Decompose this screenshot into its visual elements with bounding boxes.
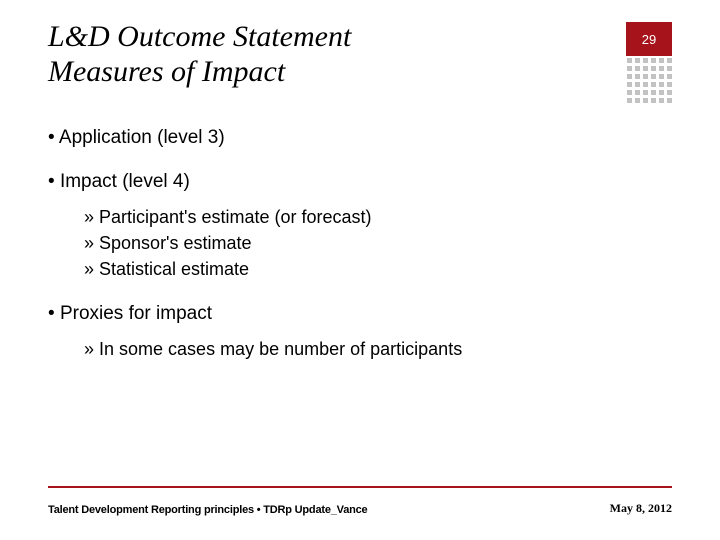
- bullet-level1: Proxies for impact: [48, 301, 672, 327]
- footer-divider: [48, 486, 672, 488]
- footer-left-text: Talent Development Reporting principles …: [48, 504, 367, 516]
- content-area: Application (level 3) Impact (level 4) P…: [48, 125, 672, 362]
- bullet-text: Impact (level 4): [60, 171, 190, 192]
- bullet-text: Application (level 3): [59, 127, 225, 148]
- sublist: In some cases may be number of participa…: [84, 336, 672, 362]
- footer: Talent Development Reporting principles …: [48, 501, 672, 516]
- page-number-badge: 29: [626, 22, 672, 56]
- bullet-level2: In some cases may be number of participa…: [84, 336, 672, 362]
- bullet-level1: Impact (level 4): [48, 169, 672, 195]
- bullet-level2: Sponsor's estimate: [84, 230, 672, 256]
- title-line-2: Measures of Impact: [48, 55, 626, 90]
- bullet-level1: Application (level 3): [48, 125, 672, 151]
- slide: L&D Outcome Statement Measures of Impact…: [0, 0, 720, 540]
- sublist: Participant's estimate (or forecast) Spo…: [84, 204, 672, 282]
- bullet-text: Participant's estimate (or forecast): [99, 207, 372, 227]
- decorative-dot-grid-icon: [627, 58, 672, 103]
- bullet-level2: Participant's estimate (or forecast): [84, 204, 672, 230]
- page-number: 29: [642, 32, 656, 47]
- footer-date: May 8, 2012: [610, 501, 672, 516]
- title-block: L&D Outcome Statement Measures of Impact: [48, 20, 626, 89]
- bullet-level2: Statistical estimate: [84, 256, 672, 282]
- header-row: L&D Outcome Statement Measures of Impact…: [48, 20, 672, 89]
- bullet-text: In some cases may be number of participa…: [99, 339, 462, 359]
- title-line-1: L&D Outcome Statement: [48, 20, 626, 55]
- bullet-text: Proxies for impact: [60, 303, 212, 324]
- bullet-text: Sponsor's estimate: [99, 233, 252, 253]
- bullet-text: Statistical estimate: [99, 259, 249, 279]
